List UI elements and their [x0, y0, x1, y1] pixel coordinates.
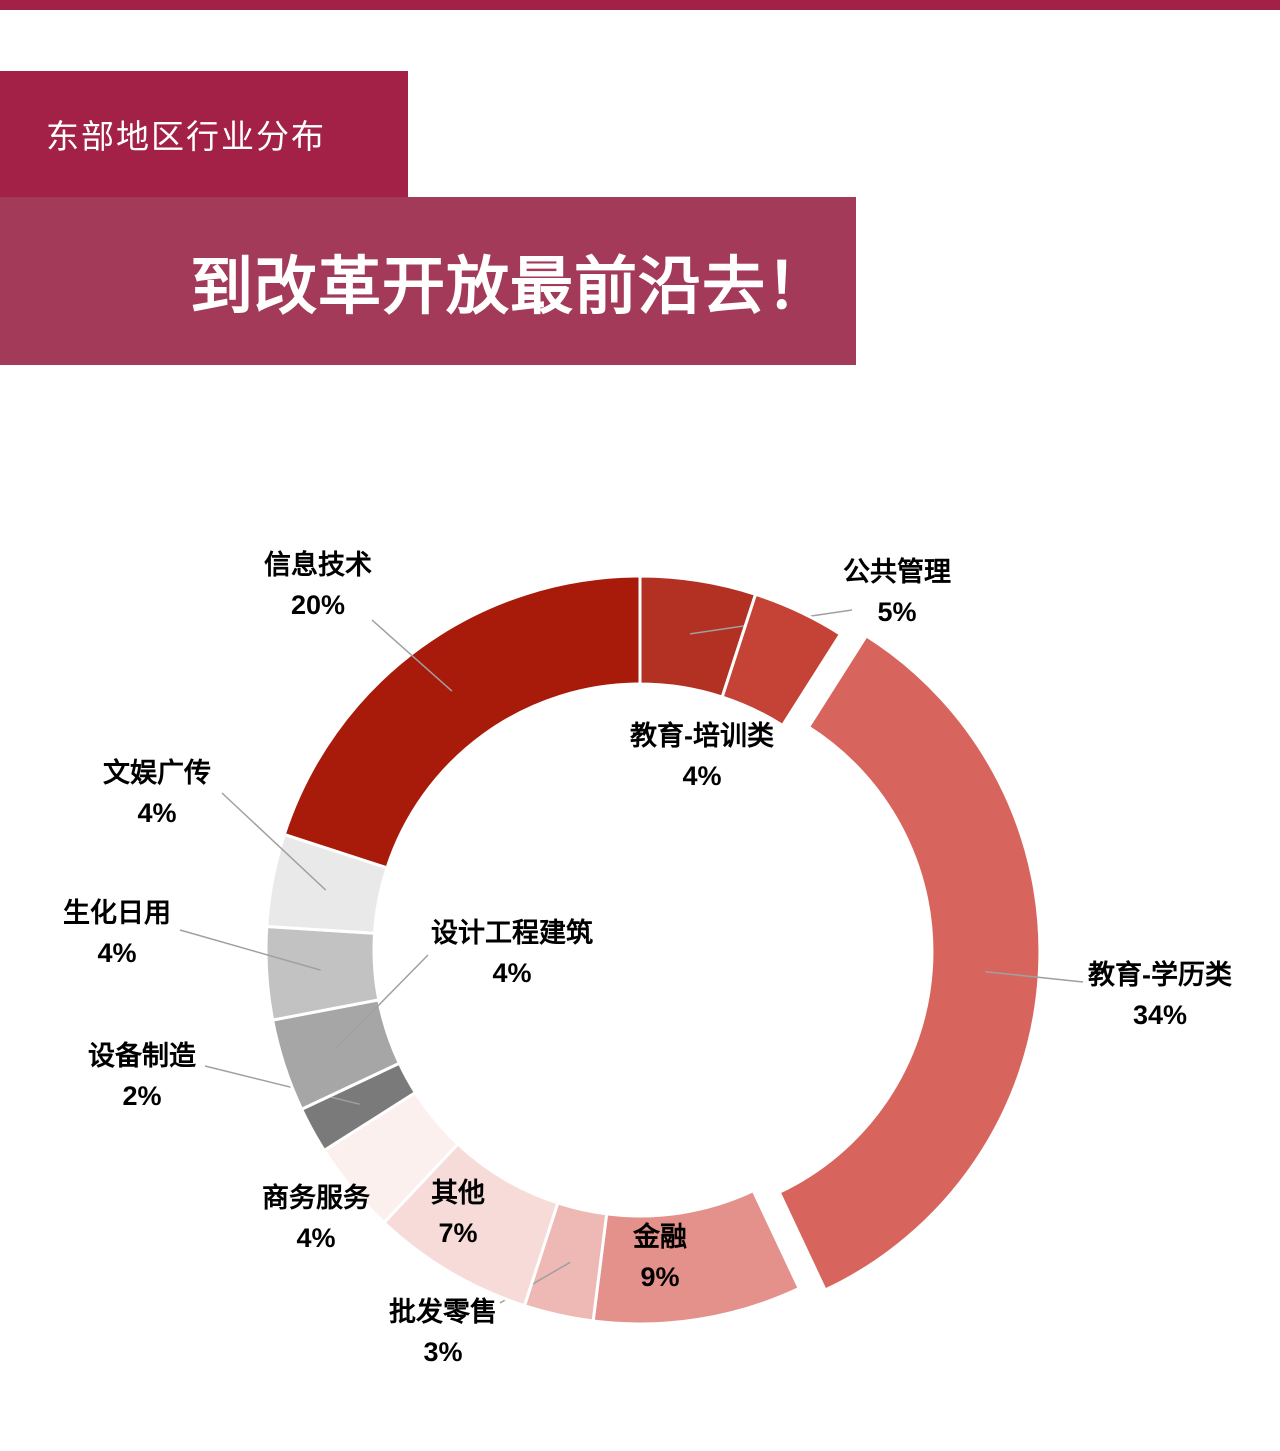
section-tab-label: 东部地区行业分布	[46, 118, 326, 155]
donut-slice	[720, 592, 843, 728]
slice-label-name: 金融	[633, 1222, 687, 1252]
slice-label: 文娱广传 4%	[103, 753, 211, 833]
slice-label-name: 其他	[431, 1178, 485, 1208]
slice-label-name: 批发零售	[389, 1297, 497, 1327]
slice-label: 金融 9%	[633, 1217, 687, 1297]
donut-slice	[282, 574, 642, 870]
section-tab: 东部地区行业分布	[0, 71, 408, 197]
label-leader-line	[204, 1065, 360, 1105]
slice-label-name: 教育-学历类	[1088, 960, 1232, 990]
banner-title: 到改革开放最前沿去！	[190, 251, 830, 322]
slice-label-value: 20%	[290, 590, 346, 620]
slice-label-value: 9%	[640, 1262, 680, 1292]
slice-label-value: 34%	[1132, 1000, 1188, 1030]
title-banner: 到改革开放最前沿去！	[0, 197, 856, 365]
slice-label-name: 文娱广传	[103, 758, 211, 788]
slice-label: 信息技术 20%	[264, 545, 372, 625]
slice-label-name: 设备制造	[88, 1041, 196, 1071]
slice-label: 其他 7%	[431, 1173, 485, 1253]
slice-label: 商务服务 4%	[262, 1178, 370, 1258]
label-leader-line	[179, 929, 321, 971]
slice-label-value: 4%	[492, 958, 532, 988]
slice-label: 公共管理 5%	[843, 552, 951, 632]
slice-label: 教育-培训类 4%	[630, 716, 774, 796]
slice-label-name: 信息技术	[264, 550, 372, 580]
slice-label-value: 3%	[423, 1337, 463, 1367]
slice-label-value: 4%	[97, 938, 137, 968]
slice-label-value: 7%	[438, 1218, 478, 1248]
label-leader-line	[985, 970, 1084, 983]
slice-label: 设计工程建筑 4%	[431, 913, 593, 993]
slice-label-name: 教育-培训类	[630, 721, 774, 751]
donut-slice	[777, 633, 1042, 1293]
slice-label: 生化日用 4%	[63, 893, 171, 973]
slice-label-value: 2%	[122, 1081, 162, 1111]
slice-label: 设备制造 2%	[88, 1036, 196, 1116]
label-leader-line	[221, 792, 327, 891]
slice-label-value: 4%	[137, 798, 177, 828]
slice-label-name: 生化日用	[63, 898, 171, 928]
label-leader-line	[335, 954, 429, 1050]
slice-label-name: 商务服务	[262, 1183, 370, 1213]
slice-label: 批发零售 3%	[389, 1292, 497, 1372]
slice-label-name: 设计工程建筑	[431, 918, 593, 948]
label-leader-line	[371, 619, 453, 692]
top-strip	[0, 0, 1280, 10]
slice-label: 教育-学历类 34%	[1088, 955, 1232, 1035]
slice-label-value: 4%	[682, 761, 722, 791]
slice-label-value: 5%	[877, 597, 917, 627]
slice-label-name: 公共管理	[843, 557, 951, 587]
slice-label-value: 4%	[296, 1223, 336, 1253]
